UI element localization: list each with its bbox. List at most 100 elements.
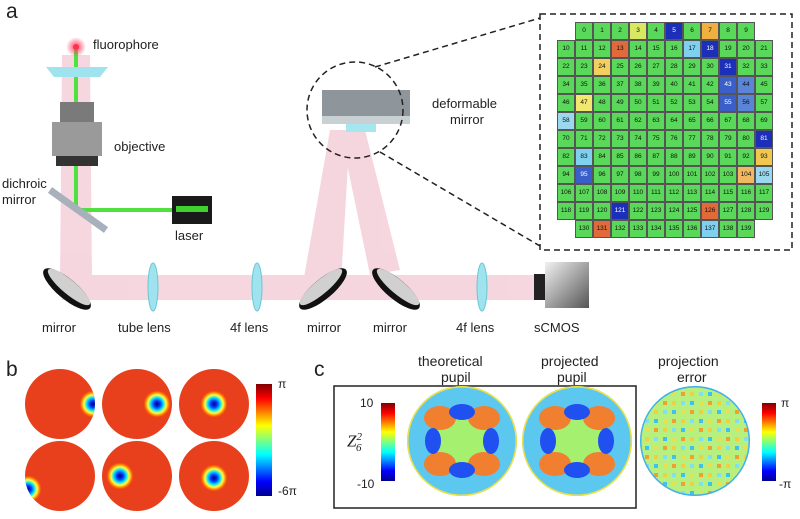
error-speckle [663,410,667,414]
error-speckle [717,482,721,486]
actuator-cell: 134 [647,220,665,238]
error-speckle [735,455,739,459]
actuator-cell: 21 [755,40,773,58]
error-speckle [717,392,721,396]
error-speckle [726,419,730,423]
camera-label: sCMOS [534,320,580,335]
laser-label: laser [175,228,204,243]
actuator-cell: 112 [665,184,683,202]
error-speckle [690,491,694,495]
actuator-cell: 130 [575,220,593,238]
error-speckle [654,455,658,459]
mirror-mid-2 [372,268,420,310]
actuator-cell: 123 [647,202,665,220]
actuator-cell: 87 [647,148,665,166]
actuator-cell: 110 [629,184,647,202]
panel-c-box [333,385,637,509]
actuator-cell: 85 [611,148,629,166]
error-speckle [672,482,676,486]
actuator-cell: 105 [755,166,773,184]
actuator-cell: 30 [701,58,719,76]
error-speckle [663,419,667,423]
deformable-mirror [322,90,410,132]
actuator-cell: 137 [701,220,719,238]
error-speckle [645,401,649,405]
error-speckle [672,401,676,405]
error-speckle [654,482,658,486]
mirror-mid-2-label: mirror [373,320,407,335]
actuator-cell: 23 [575,58,593,76]
error-speckle [708,482,712,486]
zoom-box [539,13,793,251]
actuator-cell: 11 [575,40,593,58]
actuator-cell: 88 [665,148,683,166]
4f-lens-2-label: 4f lens [456,320,495,335]
zoom-line-top [374,17,541,68]
error-speckle [672,446,676,450]
error-speckle [645,455,649,459]
error-speckle [744,401,748,405]
actuator-cell: 99 [647,166,665,184]
actuator-cell: 84 [593,148,611,166]
actuator-cell: 22 [557,58,575,76]
actuator-cell: 122 [629,202,647,220]
actuator-cell: 131 [593,220,611,238]
error-speckle [726,437,730,441]
projected-label-1: projected [541,353,599,369]
actuator-cell: 54 [701,94,719,112]
actuator-cell: 55 [719,94,737,112]
error-speckle [690,410,694,414]
error-speckle [699,392,703,396]
actuator-cell: 41 [683,76,701,94]
actuator-cell: 102 [701,166,719,184]
error-speckle [708,464,712,468]
actuator-cell: 80 [737,130,755,148]
actuator-cell: 31 [719,58,737,76]
error-speckle [699,428,703,432]
zernike-label: Z26 [347,431,362,455]
actuator-cell: 64 [665,112,683,130]
panel-label-a: a [6,0,18,23]
colorbar-c-right [762,403,776,481]
actuator-cell: 108 [593,184,611,202]
actuator-cell: 118 [557,202,575,220]
actuator-cell: 82 [557,148,575,166]
error-speckle [690,428,694,432]
error-speckle [726,428,730,432]
error-speckle [744,446,748,450]
actuator-cell: 100 [665,166,683,184]
error-speckle [726,410,730,414]
error-speckle [672,464,676,468]
actuator-cell: 44 [737,76,755,94]
actuator-cell: 117 [755,184,773,202]
actuator-cell: 47 [575,94,593,112]
actuator-cell: 63 [647,112,665,130]
actuator-cell: 106 [557,184,575,202]
error-speckle [645,491,649,495]
error-speckle [735,392,739,396]
error-speckle [726,401,730,405]
error-speckle [735,491,739,495]
error-speckle [654,392,658,396]
error-speckle [681,437,685,441]
actuator-cell: 58 [557,112,575,130]
error-speckle [654,437,658,441]
error-speckle [735,446,739,450]
error-speckle [645,446,649,450]
error-speckle [690,482,694,486]
actuator-cell: 77 [683,130,701,148]
actuator-cell: 20 [737,40,755,58]
theoretical-pupil-map [407,386,517,496]
actuator-cell: 57 [755,94,773,112]
error-label-1: projection [658,353,719,369]
error-speckle [717,473,721,477]
error-speckle [672,410,676,414]
actuator-cell: 15 [647,40,665,58]
error-speckle [681,455,685,459]
actuator-cell: 19 [719,40,737,58]
actuator-cell: 69 [755,112,773,130]
actuator-cell: 42 [701,76,719,94]
actuator-cell: 32 [737,58,755,76]
objective-lens [52,102,102,166]
error-speckle [672,437,676,441]
